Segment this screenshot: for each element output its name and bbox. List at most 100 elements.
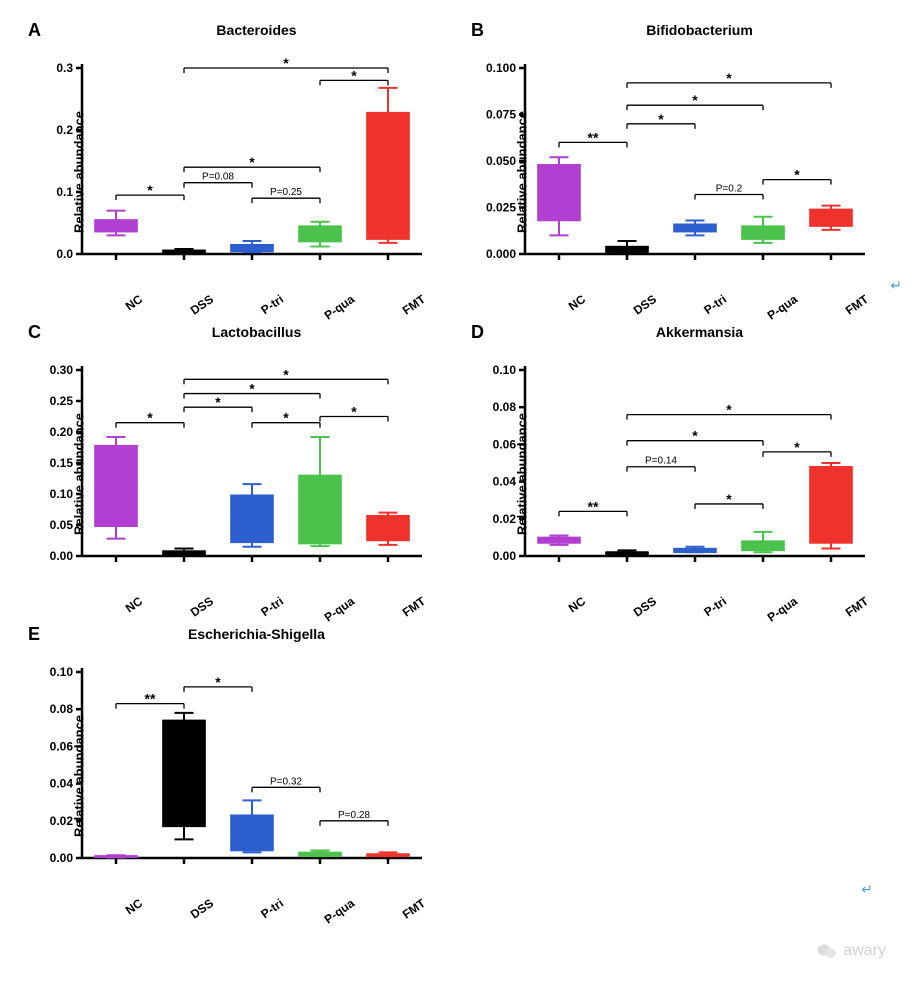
sig-label: P=0.32 xyxy=(270,776,302,787)
xtick-FMT: FMT xyxy=(830,594,871,628)
xtick-FMT: FMT xyxy=(387,896,428,930)
ytick: 0.08 xyxy=(493,400,517,414)
panel-A: A Bacteroides Relative abundance 0.00.10… xyxy=(20,20,453,302)
chart-B: Relative abundance 0.000 0.025 0.050 0.075 0… xyxy=(463,42,896,302)
panel-D: D Akkermansia Relative abundance 0.00 0.0… xyxy=(463,322,896,604)
ytick: 0.08 xyxy=(50,702,74,716)
watermark: awary xyxy=(817,942,886,960)
ytick: 0.04 xyxy=(493,475,517,489)
box-P-tri xyxy=(231,495,273,542)
ytick: 0.20 xyxy=(50,425,74,439)
sig-label: * xyxy=(692,428,698,444)
sig-label: ** xyxy=(588,498,599,514)
box-P-qua xyxy=(299,226,341,242)
figure-grid: A Bacteroides Relative abundance 0.0 0.10… xyxy=(20,20,896,906)
watermark-text: awary xyxy=(843,942,886,960)
ytick: 0.00 xyxy=(50,549,74,563)
sig-label: * xyxy=(726,491,732,507)
box-FMT xyxy=(367,113,409,239)
sig-label: * xyxy=(794,439,800,455)
sig-label: * xyxy=(283,55,289,71)
ytick: 0.10 xyxy=(50,487,74,501)
panel-B: B Bifidobacterium Relative abundance 0.0… xyxy=(463,20,896,302)
sig-label: * xyxy=(147,410,153,426)
panel-label-E: E xyxy=(28,624,40,645)
sig-label: * xyxy=(283,366,289,382)
sig-label: ** xyxy=(145,691,156,707)
ytick: 0.15 xyxy=(50,456,74,470)
panel-title-D: Akkermansia xyxy=(503,324,896,340)
sig-label: * xyxy=(249,381,255,397)
sig-label: * xyxy=(351,67,357,83)
ytick: 0.05 xyxy=(50,518,74,532)
ytick: 0.25 xyxy=(50,394,74,408)
ytick: 0.075 xyxy=(486,108,516,122)
ytick: 0.30 xyxy=(50,363,74,377)
ytick: 0.000 xyxy=(486,247,516,261)
ylabel-E: Relative abundance xyxy=(72,715,87,837)
sig-label: * xyxy=(215,394,221,410)
xtick-DSS: DSS xyxy=(618,594,659,628)
panel-title-A: Bacteroides xyxy=(60,22,453,38)
ytick: 0.025 xyxy=(486,201,516,215)
xtick-DSS: DSS xyxy=(175,896,216,930)
ytick: 0.00 xyxy=(50,851,74,865)
chart-C: Relative abundance 0.00 0.05 0.10 0.15 0.20 0… xyxy=(20,344,453,604)
xtick-P-qua: P-qua xyxy=(316,896,357,930)
box-NC xyxy=(95,220,137,232)
sig-label: * xyxy=(726,70,732,86)
panel-E: E Escherichia-Shigella Relative abundanc… xyxy=(20,624,453,906)
ytick: 0.100 xyxy=(486,61,516,75)
wechat-icon xyxy=(817,942,837,960)
ytick: 0.050 xyxy=(486,154,516,168)
sig-label: * xyxy=(726,402,732,418)
xtick-P-tri: P-tri xyxy=(246,896,287,930)
sig-label: * xyxy=(249,154,255,170)
return-icon-2: ↵ xyxy=(861,881,873,898)
panel-title-C: Lactobacillus xyxy=(60,324,453,340)
panel-label-C: C xyxy=(28,322,41,343)
box-DSS xyxy=(163,720,205,826)
box-P-qua xyxy=(299,475,341,543)
sig-label: P=0.14 xyxy=(645,456,677,467)
xtick-NC: NC xyxy=(548,594,589,628)
panel-title-B: Bifidobacterium xyxy=(503,22,896,38)
ytick: 0.10 xyxy=(50,665,74,679)
ylabel-B: Relative abundance xyxy=(515,111,530,233)
return-icon: ↵ xyxy=(890,277,902,294)
ytick: 0.04 xyxy=(50,777,74,791)
sig-label: * xyxy=(351,404,357,420)
ytick: 0.06 xyxy=(50,739,74,753)
panel-title-E: Escherichia-Shigella xyxy=(60,626,453,642)
panel-C: C Lactobacillus Relative abundance 0.00 0… xyxy=(20,322,453,604)
chart-D: Relative abundance 0.00 0.02 0.04 0.06 0.08 0… xyxy=(463,344,896,604)
sig-label: * xyxy=(658,111,664,127)
box-NC xyxy=(95,446,137,527)
xtick-P-tri: P-tri xyxy=(689,594,730,628)
sig-label: ** xyxy=(588,129,599,145)
ytick: 0.0 xyxy=(56,247,73,261)
sig-label: P=0.28 xyxy=(338,810,370,821)
ytick: 0.06 xyxy=(493,437,517,451)
ytick: 0.3 xyxy=(56,61,73,75)
ytick: 0.10 xyxy=(493,363,517,377)
ylabel-C: Relative abundance xyxy=(72,413,87,535)
sig-label: P=0.08 xyxy=(202,172,234,183)
ytick: 0.02 xyxy=(493,512,517,526)
box-FMT xyxy=(810,467,852,543)
ylabel-D: Relative abundance xyxy=(515,413,530,535)
panel-label-D: D xyxy=(471,322,484,343)
sig-label: * xyxy=(794,167,800,183)
xtick-NC: NC xyxy=(105,896,146,930)
sig-label: * xyxy=(215,674,221,690)
ytick: 0.02 xyxy=(50,814,74,828)
sig-label: * xyxy=(147,182,153,198)
sig-label: * xyxy=(692,92,698,108)
xtick-P-qua: P-qua xyxy=(759,594,800,628)
panel-label-A: A xyxy=(28,20,41,41)
chart-A: Relative abundance 0.00.10.20.3*P=0.08P=… xyxy=(20,42,453,302)
ytick: 0.00 xyxy=(493,549,517,563)
sig-label: P=0.25 xyxy=(270,187,302,198)
ylabel-A: Relative abundance xyxy=(72,111,87,233)
box-FMT xyxy=(810,209,852,226)
